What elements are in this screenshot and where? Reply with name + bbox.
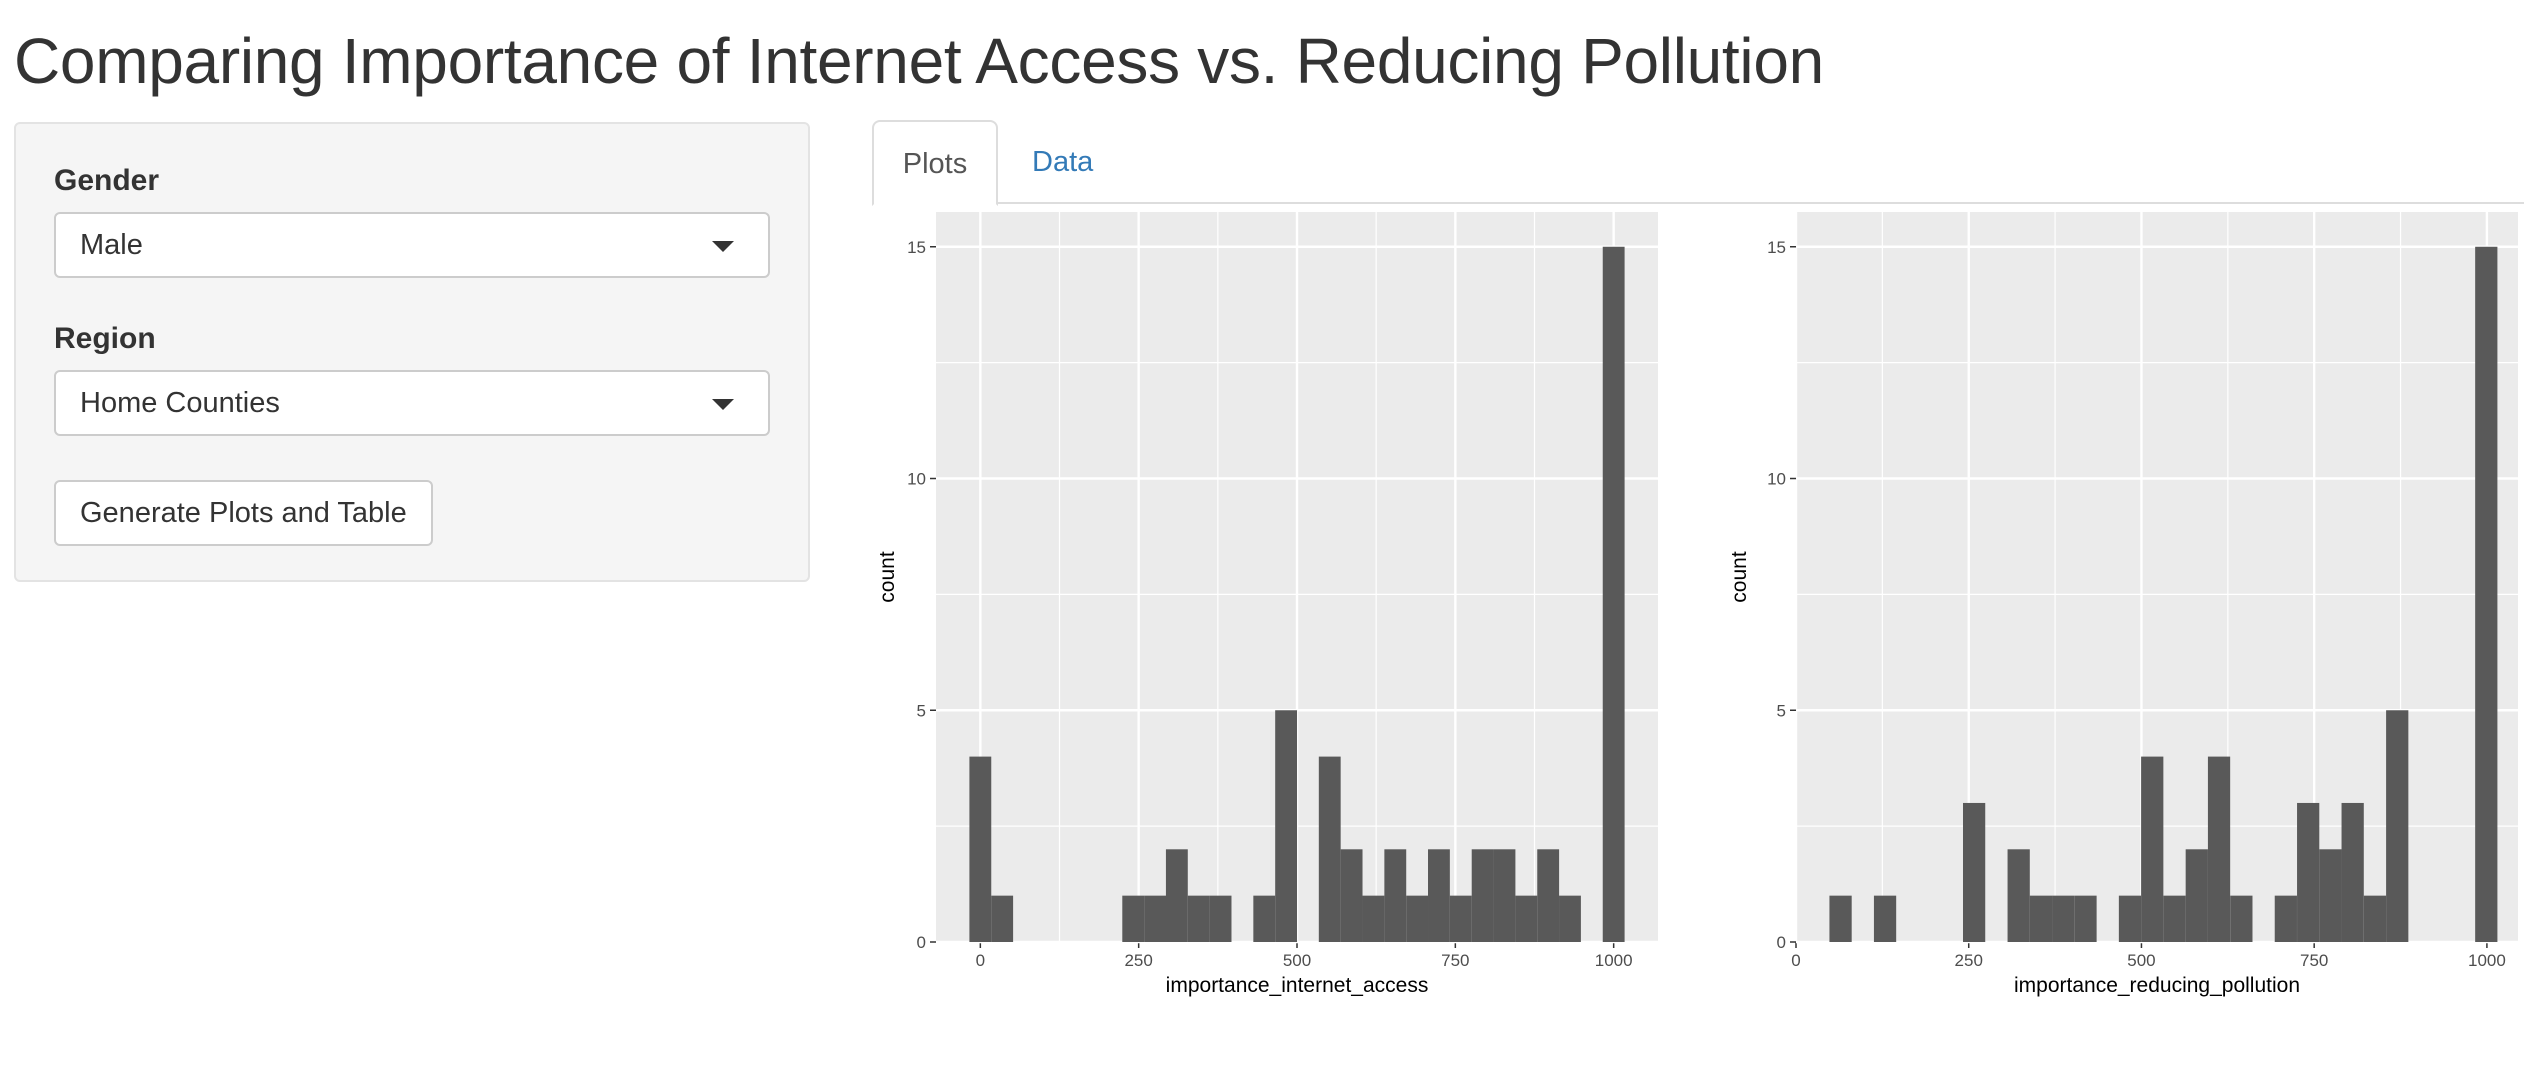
y-tick-label: 15 — [1767, 238, 1786, 257]
y-tick-label: 10 — [1767, 470, 1786, 489]
histogram-bar — [2141, 756, 2164, 942]
histogram-bar — [1384, 849, 1407, 942]
histogram-bar — [1362, 895, 1385, 942]
histogram-bar — [1253, 895, 1276, 942]
histogram-bar — [2297, 802, 2320, 942]
x-tick-label: 1000 — [1595, 951, 1633, 970]
chevron-down-icon — [712, 399, 734, 410]
y-axis-label: count — [1728, 551, 1751, 603]
histogram-bar — [1209, 895, 1232, 942]
gender-select-value: Male — [80, 229, 143, 261]
page-title: Comparing Importance of Internet Access … — [14, 25, 1824, 97]
x-tick-label: 250 — [1124, 951, 1152, 970]
y-tick-label: 10 — [907, 470, 926, 489]
y-tick-label: 5 — [1777, 701, 1786, 720]
y-tick-label: 5 — [917, 701, 926, 720]
histogram-bar — [1602, 246, 1625, 942]
y-tick-label: 15 — [907, 238, 926, 257]
x-axis-label: importance_internet_access — [1166, 974, 1429, 997]
histogram-bar — [2074, 895, 2097, 942]
x-tick-label: 250 — [1955, 951, 1983, 970]
histogram-bar — [2118, 895, 2142, 942]
histogram-bar — [1537, 849, 1560, 942]
histogram-bar — [1471, 849, 1494, 942]
y-tick-label: 0 — [917, 933, 926, 952]
histogram-bar — [1275, 710, 1298, 942]
chevron-down-icon — [712, 241, 734, 252]
histogram-bar — [1559, 895, 1581, 942]
histogram-bar — [1122, 895, 1145, 942]
histogram-bar — [2363, 895, 2387, 942]
generate-plots-button[interactable]: Generate Plots and Table — [54, 480, 433, 546]
histogram-bar — [2185, 849, 2208, 942]
x-tick-label: 500 — [2127, 951, 2155, 970]
histogram-bar — [1428, 849, 1450, 942]
histogram-bar — [1318, 756, 1341, 942]
histogram-bar — [2207, 756, 2231, 942]
histogram-bar — [1515, 895, 1538, 942]
histogram-bar — [2274, 895, 2297, 942]
sidebar-panel: Gender Male Region Home Counties Generat… — [14, 122, 810, 582]
histogram-bar — [2230, 895, 2253, 942]
histogram-bar — [1962, 802, 1986, 942]
histogram-bar — [1406, 895, 1429, 942]
gender-select[interactable]: Male — [54, 212, 770, 278]
histogram-bar — [1165, 849, 1188, 942]
histogram-bar — [2341, 802, 2364, 942]
region-select-value: Home Counties — [80, 387, 280, 419]
histogram-bar — [1187, 895, 1210, 942]
x-tick-label: 750 — [1441, 951, 1469, 970]
x-tick-label: 1000 — [2468, 951, 2506, 970]
histogram-bar — [1449, 895, 1472, 942]
region-select[interactable]: Home Counties — [54, 370, 770, 436]
histogram-bar — [2163, 895, 2186, 942]
histogram-bar — [2475, 246, 2498, 942]
histogram-bar — [2052, 895, 2075, 942]
histogram-bar — [2029, 895, 2053, 942]
histogram-bar — [2007, 849, 2030, 942]
x-tick-label: 500 — [1283, 951, 1311, 970]
y-tick-label: 0 — [1777, 933, 1786, 952]
tab-bar: Plots Data — [872, 120, 2524, 206]
x-tick-label: 0 — [976, 951, 985, 970]
x-tick-label: 0 — [1791, 951, 1800, 970]
region-label: Region — [54, 322, 156, 355]
x-axis-label: importance_reducing_pollution — [2014, 974, 2300, 997]
x-tick-label: 750 — [2300, 951, 2328, 970]
tab-plots[interactable]: Plots — [872, 120, 998, 206]
histogram-bar — [1340, 849, 1363, 942]
histogram-reducing-pollution: 0 250 500 750 1000 0 5 10 15 importance_reducing_… — [1728, 212, 2518, 997]
y-axis-label: count — [876, 551, 899, 603]
histogram-bar — [991, 895, 1014, 942]
histogram-bar — [2386, 710, 2409, 942]
histogram-bar — [1829, 895, 1852, 942]
histogram-bar — [1493, 849, 1516, 942]
gender-label: Gender — [54, 164, 160, 197]
histogram-bar — [1144, 895, 1166, 942]
histogram-bar — [969, 756, 992, 942]
tab-data[interactable]: Data — [1032, 146, 1094, 178]
histogram-bar — [1873, 895, 1897, 942]
histogram-bar — [2319, 849, 2342, 942]
histogram-internet-access: 0 250 500 750 1000 0 5 10 15 importance_internet_… — [876, 212, 1658, 997]
